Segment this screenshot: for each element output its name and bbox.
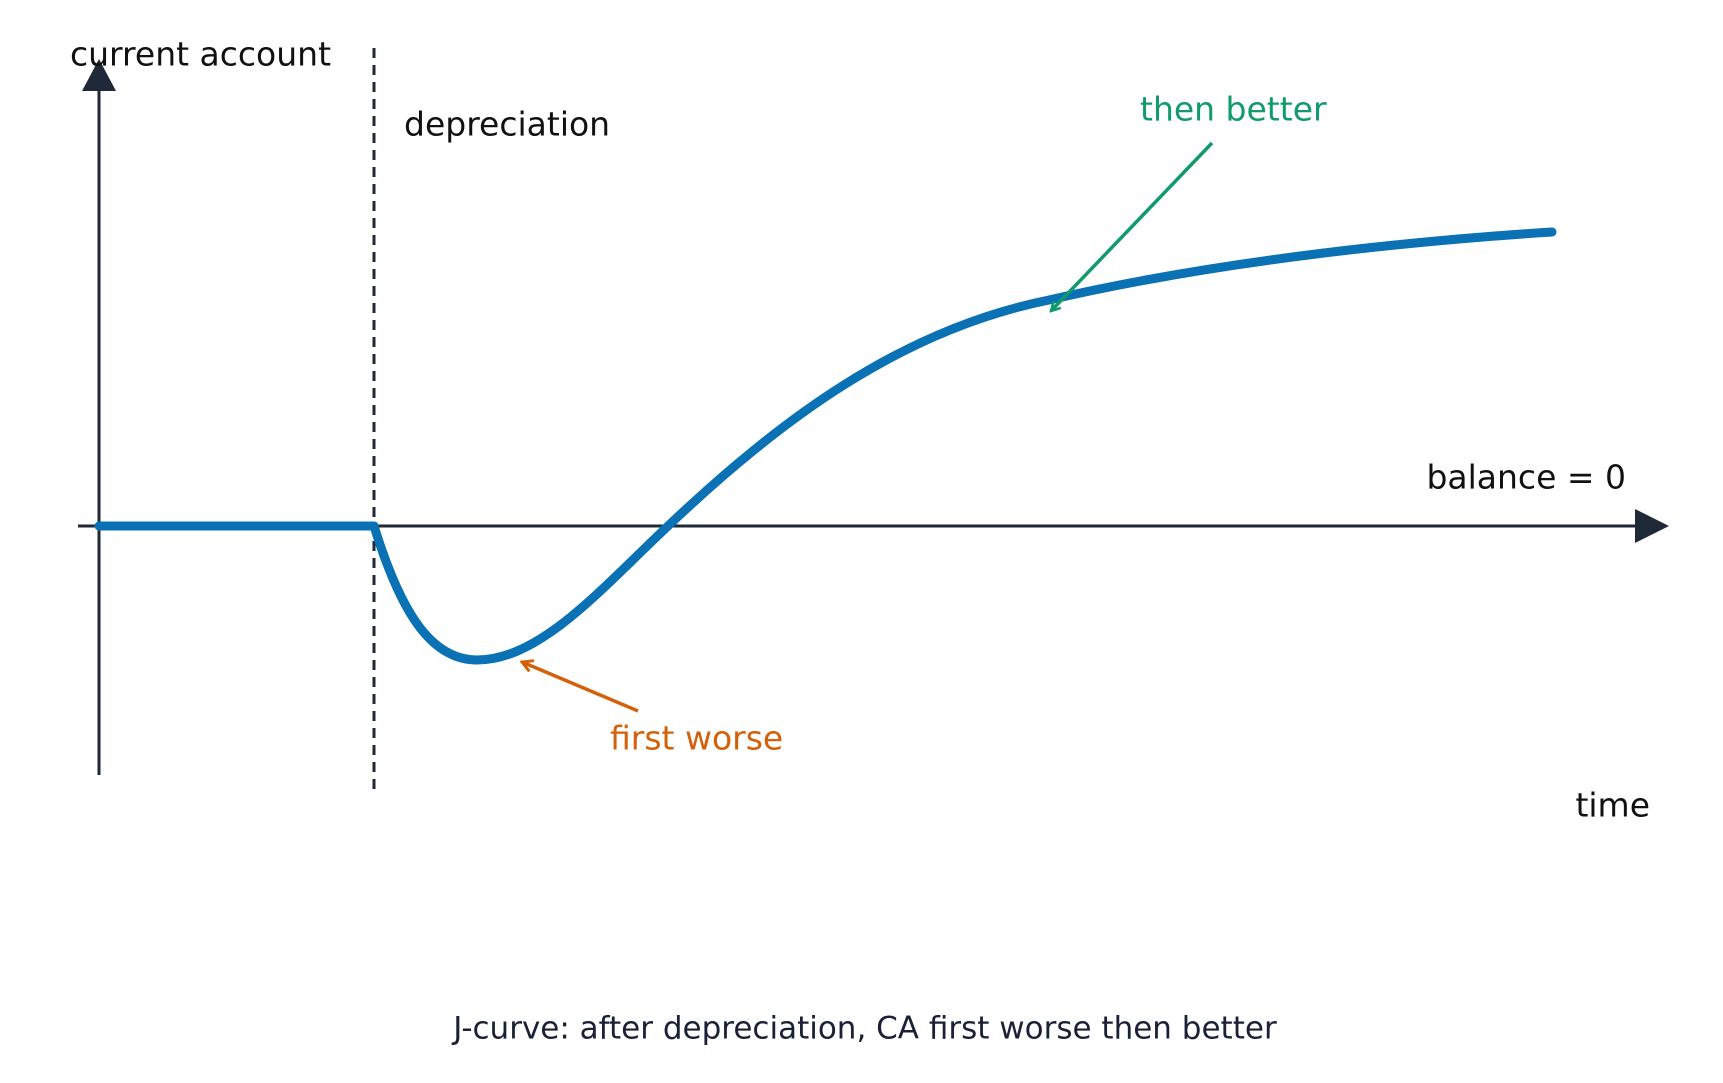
worse-annotation: first worse (610, 719, 783, 758)
zero-label: balance = 0 (1426, 458, 1626, 497)
x-axis-arrow (1635, 509, 1669, 543)
better-annotation: then better (1140, 90, 1327, 129)
j-curve (94, 227, 1557, 665)
worse-arrow (522, 662, 639, 713)
depreciation-label: depreciation (404, 105, 610, 144)
better-arrow (1051, 141, 1214, 311)
x-axis-label: time (1575, 786, 1650, 825)
caption: J-curve: after depreciation, CA first wo… (451, 1011, 1277, 1047)
y-axis-arrow (82, 59, 116, 91)
y-axis-label: current account (70, 35, 331, 74)
